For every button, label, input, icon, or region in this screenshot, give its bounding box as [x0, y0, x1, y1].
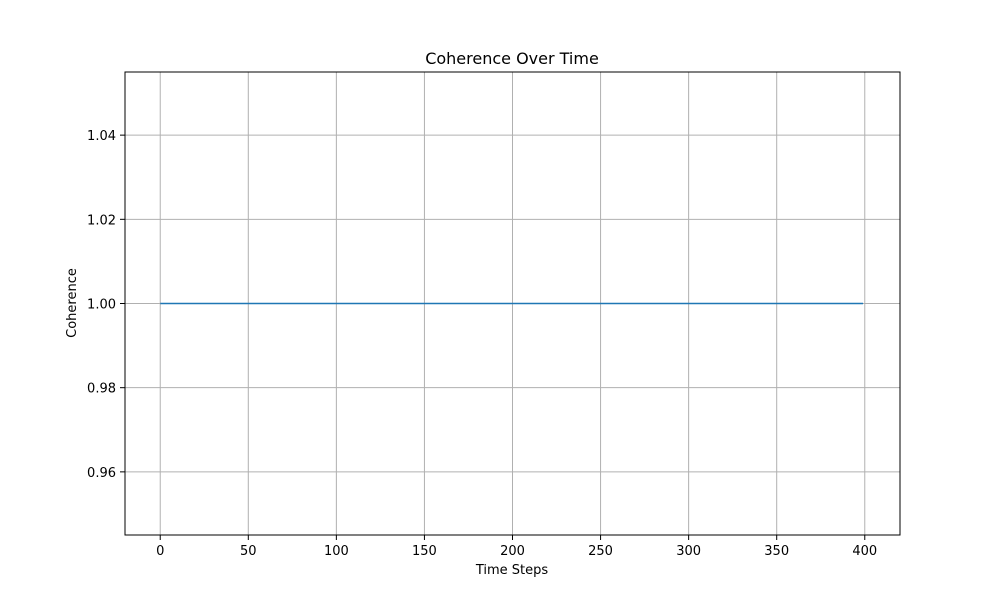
x-tick: 400 — [852, 535, 877, 559]
y-tick-label: 0.98 — [87, 382, 116, 397]
chart-title: Coherence Over Time — [425, 49, 599, 68]
x-tick-label: 400 — [852, 544, 877, 559]
y-tick-label: 1.02 — [87, 213, 116, 228]
x-tick-label: 250 — [588, 544, 613, 559]
x-tick: 300 — [676, 535, 701, 559]
x-tick: 350 — [764, 535, 789, 559]
x-tick-label: 300 — [676, 544, 701, 559]
x-axis-ticks: 0 50 100 150 200 250 300 350 400 — [156, 535, 877, 559]
y-tick: 1.04 — [87, 129, 125, 144]
x-tick: 50 — [240, 535, 257, 559]
x-tick-label: 0 — [156, 544, 164, 559]
x-tick: 250 — [588, 535, 613, 559]
y-tick-label: 1.00 — [87, 298, 116, 313]
y-tick: 0.98 — [87, 382, 125, 397]
y-axis-ticks: 0.96 0.98 1.00 1.02 1.04 — [87, 129, 125, 481]
x-tick-label: 200 — [500, 544, 525, 559]
y-tick-label: 0.96 — [87, 466, 116, 481]
y-tick: 0.96 — [87, 466, 125, 481]
y-tick: 1.00 — [87, 298, 125, 313]
x-axis-label: Time Steps — [475, 563, 549, 578]
x-tick: 150 — [412, 535, 437, 559]
x-tick: 100 — [324, 535, 349, 559]
y-axis-label: Coherence — [65, 268, 80, 338]
x-tick-label: 150 — [412, 544, 437, 559]
x-tick: 0 — [156, 535, 164, 559]
y-tick-label: 1.04 — [87, 129, 116, 144]
x-tick-label: 350 — [764, 544, 789, 559]
x-tick-label: 100 — [324, 544, 349, 559]
y-tick: 1.02 — [87, 213, 125, 228]
x-tick: 200 — [500, 535, 525, 559]
x-tick-label: 50 — [240, 544, 257, 559]
